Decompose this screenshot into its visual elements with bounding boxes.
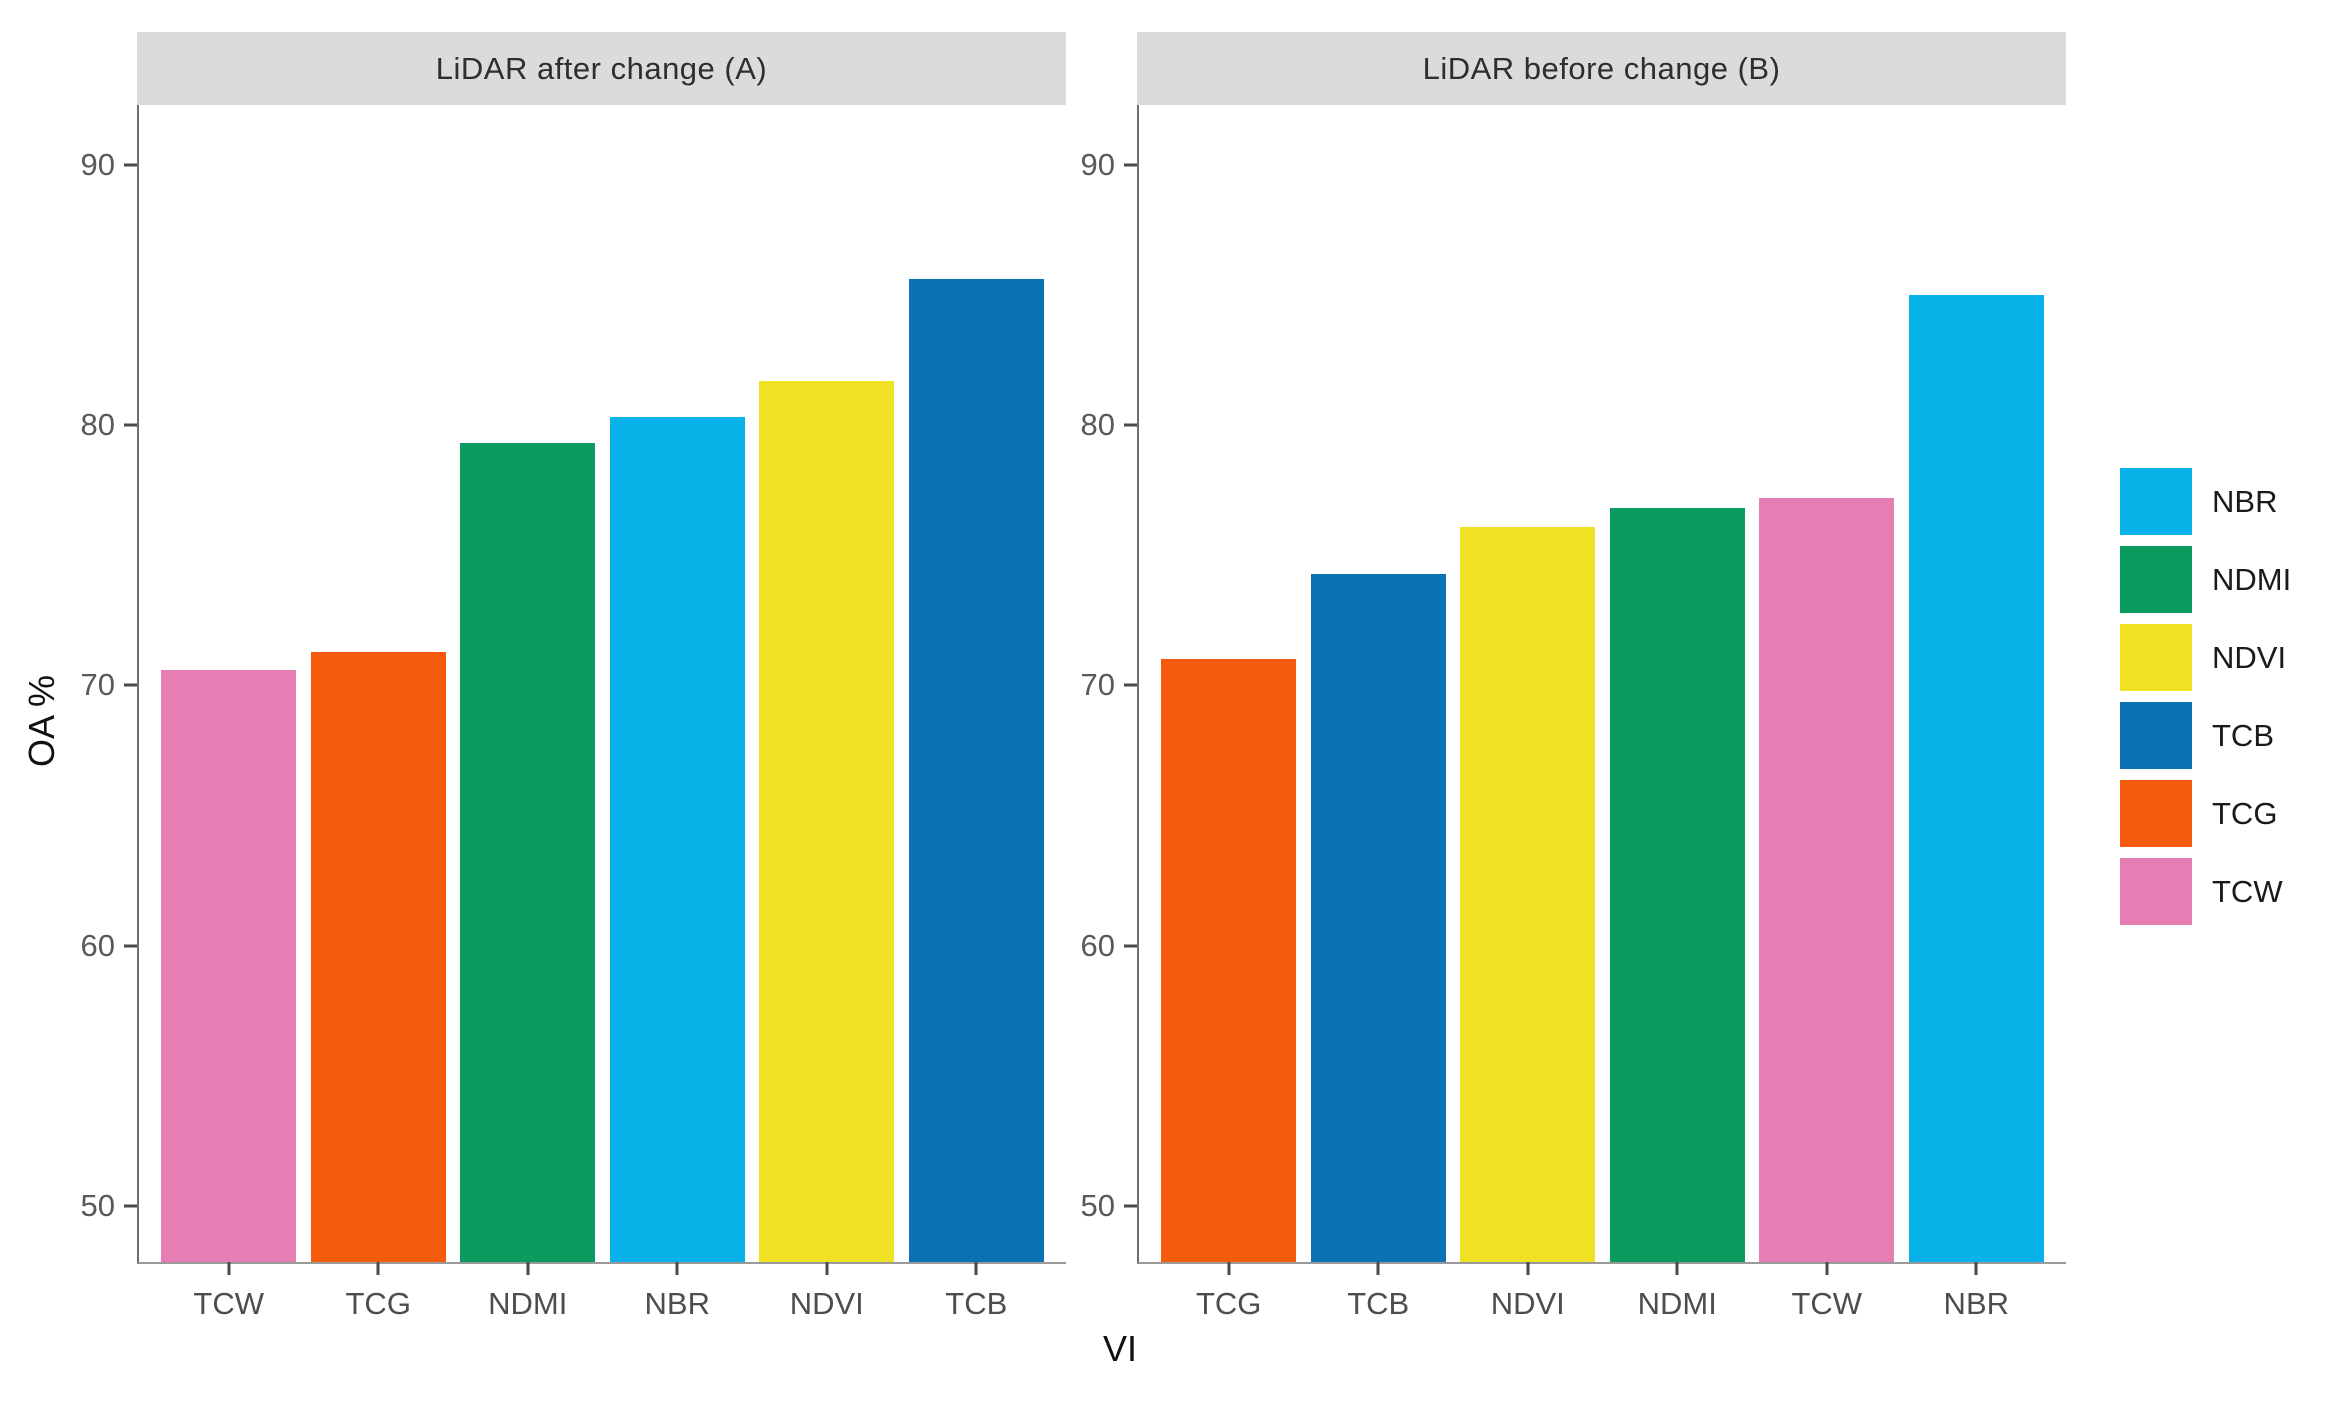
y-tick-label: 50 (1080, 1188, 1115, 1224)
bar-tcg (1161, 659, 1296, 1262)
plot-area: 50 60 70 80 90 TCW TCG NDMI NBR NDVI TCB (81, 105, 1066, 1321)
x-tick-label-ndmi: NDMI (1637, 1286, 1717, 1321)
y-tick-label: 70 (1080, 667, 1115, 703)
legend-item-nbr: NBR (2120, 468, 2291, 535)
legend-swatch-ndmi (2120, 546, 2192, 613)
y-tick-mark (1124, 683, 1137, 687)
x-tick-mark (825, 1262, 829, 1275)
x-tick-label-tcw: TCW (193, 1286, 264, 1321)
legend-item-tcw: TCW (2120, 858, 2291, 925)
legend-label-tcw: TCW (2212, 873, 2283, 909)
facet-strip-label: LiDAR after change (A) (435, 50, 768, 86)
x-tick-mark (1974, 1262, 1978, 1275)
x-tick-mark (1376, 1262, 1380, 1275)
x-tick-label-nbr: NBR (644, 1286, 710, 1321)
facet-strip-label: LiDAR before change (B) (1422, 50, 1781, 86)
y-tick-label: 70 (80, 667, 115, 703)
legend-swatch-tcb (2120, 702, 2192, 769)
x-tick-mark (1526, 1262, 1530, 1275)
facet-strip: LiDAR before change (B) (1137, 32, 2066, 105)
legend: NBR NDMI NDVI TCB TCG TCW (2120, 468, 2291, 936)
legend-item-ndvi: NDVI (2120, 624, 2291, 691)
x-tick-mark (1675, 1262, 1679, 1275)
x-tick-mark (376, 1262, 380, 1275)
y-tick-mark (1124, 944, 1137, 948)
x-tick-label-tcb: TCB (945, 1286, 1008, 1321)
facet-panel-lidar-after-change: LiDAR after change (A) 50 60 70 80 90 TCW TCG N… (81, 32, 1066, 1321)
x-tick-label-tcg: TCG (1195, 1286, 1262, 1321)
y-tick-label: 90 (80, 146, 115, 182)
bar-ndvi (1460, 526, 1596, 1262)
legend-label-ndvi: NDVI (2212, 639, 2287, 675)
y-tick-mark (1124, 1204, 1137, 1208)
legend-label-ndmi: NDMI (2212, 561, 2292, 597)
legend-swatch-ndvi (2120, 624, 2192, 691)
bar-tcw (1759, 498, 1895, 1262)
y-tick-label: 60 (1080, 927, 1115, 963)
bar-ndmi (460, 443, 596, 1262)
y-tick-mark (124, 163, 137, 167)
bar-tcb (1310, 573, 1446, 1262)
bar-nbr (1909, 295, 2044, 1262)
legend-item-tcb: TCB (2120, 702, 2291, 769)
x-tick-label-ndvi: NDVI (1490, 1286, 1565, 1321)
x-tick-label-tcg: TCG (345, 1286, 411, 1321)
x-tick-label-tcw: TCW (1791, 1286, 1863, 1321)
legend-label-tcb: TCB (2212, 717, 2274, 753)
x-tick-label-nbr: NBR (1943, 1286, 2010, 1321)
bar-tcw (161, 669, 296, 1262)
x-tick-mark (227, 1262, 231, 1275)
bar-ndmi (1609, 508, 1745, 1262)
y-tick-mark (124, 683, 137, 687)
y-tick-label: 50 (80, 1188, 115, 1224)
facet-strip: LiDAR after change (A) (137, 32, 1066, 105)
bar-tcg (310, 651, 446, 1262)
x-tick-label-ndmi: NDMI (488, 1286, 568, 1321)
x-tick-mark (1227, 1262, 1231, 1275)
y-tick-mark (124, 944, 137, 948)
y-tick-label: 80 (80, 407, 115, 443)
x-tick-mark (974, 1262, 978, 1275)
y-tick-label: 80 (1080, 407, 1115, 443)
x-axis-title: VI (1102, 1328, 1137, 1369)
y-tick-label: 60 (80, 927, 115, 963)
legend-label-nbr: NBR (2212, 483, 2278, 519)
y-tick-label: 90 (1080, 146, 1115, 182)
legend-label-tcg: TCG (2212, 795, 2278, 831)
bar-tcb (909, 279, 1044, 1262)
y-tick-mark (1124, 163, 1137, 167)
legend-swatch-tcg (2120, 780, 2192, 847)
legend-item-tcg: TCG (2120, 780, 2291, 847)
bar-nbr (609, 417, 745, 1262)
legend-swatch-tcw (2120, 858, 2192, 925)
y-tick-mark (124, 1204, 137, 1208)
legend-swatch-nbr (2120, 468, 2192, 535)
y-tick-mark (1124, 423, 1137, 427)
x-tick-label-ndvi: NDVI (789, 1286, 864, 1321)
x-tick-mark (526, 1262, 530, 1275)
plot-area: 50 60 70 80 90 TCG TCB NDVI NDMI TCW NBR (1081, 105, 2066, 1321)
x-tick-label-tcb: TCB (1347, 1286, 1410, 1321)
legend-item-ndmi: NDMI (2120, 546, 2291, 613)
y-axis-title: OA % (21, 674, 62, 768)
x-tick-mark (1825, 1262, 1829, 1275)
bar-ndvi (759, 380, 895, 1262)
x-tick-mark (675, 1262, 679, 1275)
facet-panel-lidar-before-change: LiDAR before change (B) 50 60 70 80 90 TCG TCB… (1081, 32, 2066, 1321)
y-tick-mark (124, 423, 137, 427)
